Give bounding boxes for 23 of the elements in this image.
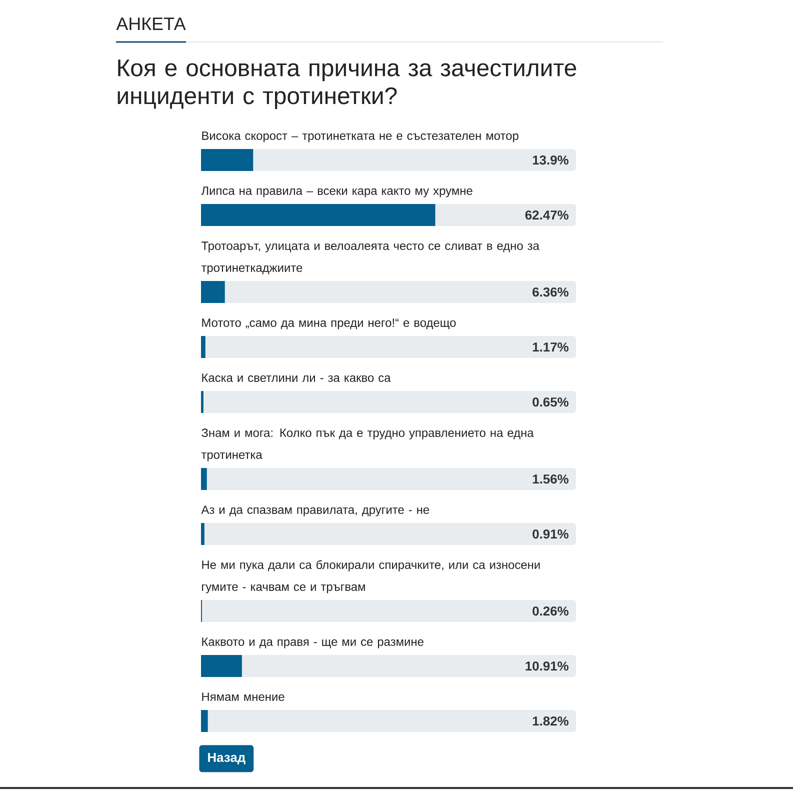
data-label: 13.9% (532, 155, 568, 165)
data-label: 0.91% (532, 529, 568, 539)
data-label: 10.91% (526, 661, 568, 671)
data-label: 62.47% (525, 210, 568, 220)
data-label: 0.65% (532, 397, 568, 407)
y-tick-label: Знам и мога: Колко пък да е трудно управлението на една тротинетка (201, 428, 534, 462)
data-label: 1.82% (532, 716, 568, 726)
y-tick-label: Аз и да спазвам правилата, другите - не (201, 506, 430, 516)
data-label: 1.56% (532, 474, 568, 484)
data-label: 6.36% (532, 287, 568, 297)
y-tick-label: Тротоарът, улицата и велоалеята често се сливат в едно за тротинеткаджиите (201, 242, 540, 274)
y-tick-label: Каска и светлини ли - за какво са (202, 374, 391, 382)
y-tick-label: Каквото и да правя - ще ми се размине (202, 638, 424, 648)
chart-subtitle: АНКЕТА (116, 18, 186, 30)
y-tick-label: Висока скорост – тротинетката не е състезателен мотор (202, 132, 518, 142)
chart-title: Коя е основната причина за зачестилите инциденти с тротинетки? (118, 60, 576, 109)
annotation: Назад (208, 752, 246, 764)
y-tick-label: Нямам мнение (202, 692, 284, 701)
data-label: 0.26% (532, 606, 568, 616)
data-label: 1.17% (532, 342, 568, 352)
y-tick-label: Липса на правила – всеки кара както му хрумне (201, 186, 472, 198)
y-tick-label: Не ми пука дали са блокирали спирачките, или са износени гумите - качвам се и тръгвам (202, 560, 540, 594)
y-tick-label: Мотото „само да мина преди него!“ е водещо (202, 318, 456, 330)
